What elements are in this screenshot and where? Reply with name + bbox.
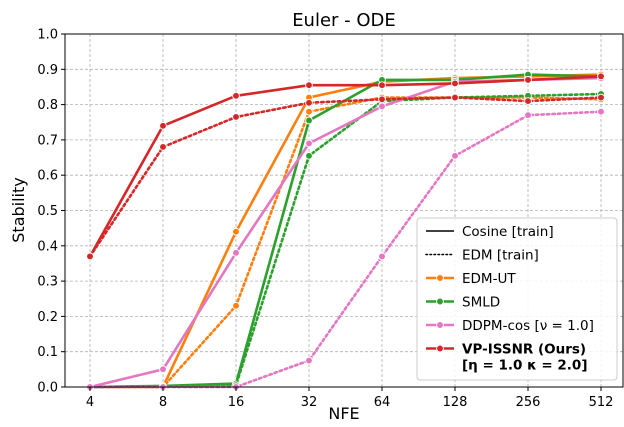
legend-marker xyxy=(436,274,444,282)
legend-label: SMLD xyxy=(462,295,500,311)
legend-label: EDM-UT xyxy=(462,271,516,287)
series-vp-issnr-edm xyxy=(86,93,605,261)
y-tick-label: 0.1 xyxy=(37,345,58,360)
data-point xyxy=(305,98,313,107)
data-point xyxy=(597,72,605,81)
data-point xyxy=(451,79,459,88)
legend-marker xyxy=(436,344,444,353)
data-point xyxy=(378,81,386,90)
data-point xyxy=(305,356,313,365)
legend-marker xyxy=(436,297,444,306)
x-tick-label: 128 xyxy=(443,395,468,410)
data-point xyxy=(232,91,240,100)
data-point xyxy=(232,113,240,121)
x-tick-label: 512 xyxy=(589,395,614,410)
legend-entry: DDPM-cos [ν = 1.0] xyxy=(426,318,594,334)
y-tick-label: 0.7 xyxy=(37,133,58,148)
y-tick-label: 0.3 xyxy=(37,275,58,290)
data-point xyxy=(159,121,167,130)
series-line xyxy=(88,75,602,258)
x-tick-label: 32 xyxy=(301,395,318,410)
data-point xyxy=(597,107,605,116)
y-axis-label: Stability xyxy=(9,177,28,242)
data-point xyxy=(232,227,240,236)
x-tick-label: 8 xyxy=(159,395,167,410)
y-tick-label: 0.5 xyxy=(37,204,58,219)
x-axis-ticks: 4 8 16 32 64 128 256 512 xyxy=(86,387,614,410)
legend-label: VP-ISSNR (Ours) xyxy=(462,342,586,358)
data-point xyxy=(378,102,386,111)
y-tick-label: 0.8 xyxy=(37,98,58,113)
data-point xyxy=(597,93,605,102)
legend-entry: VP-ISSNR (Ours)[η = 1.0 κ = 2.0] xyxy=(426,342,588,374)
data-point xyxy=(86,252,94,261)
legend-entry: EDM-UT xyxy=(426,271,516,287)
data-point xyxy=(378,95,386,104)
y-axis-ticks: 0.0 0.1 0.2 0.3 0.4 0.5 0.6 0.7 0.8 0.9 1.0 xyxy=(37,28,65,396)
data-point xyxy=(451,93,459,102)
data-point xyxy=(305,81,313,90)
data-point xyxy=(159,143,167,151)
data-point xyxy=(378,252,386,261)
y-tick-label: 0.6 xyxy=(37,169,58,184)
legend-box xyxy=(416,217,618,381)
x-tick-label: 4 xyxy=(86,395,94,410)
data-point xyxy=(524,111,532,120)
x-tick-label: 16 xyxy=(228,395,245,410)
legend-label: Cosine [train] xyxy=(462,224,554,240)
y-tick-label: 0.2 xyxy=(37,310,58,325)
data-point xyxy=(305,107,313,116)
data-point xyxy=(159,365,167,374)
data-point xyxy=(451,151,459,160)
x-tick-label: 64 xyxy=(374,395,391,410)
data-point xyxy=(305,116,313,125)
y-tick-label: 1.0 xyxy=(37,28,58,43)
legend-entry: SMLD xyxy=(426,295,500,311)
y-tick-label: 0.9 xyxy=(37,63,58,78)
series-line xyxy=(88,96,603,389)
legend: Cosine [train] EDM [train] EDM-UT SMLD DDPM-… xyxy=(416,217,618,381)
x-axis-label: NFE xyxy=(328,404,359,423)
chart-title: Euler - ODE xyxy=(292,10,396,31)
data-point xyxy=(305,151,313,160)
data-point xyxy=(232,301,240,310)
legend-label-line2: [η = 1.0 κ = 2.0] xyxy=(462,358,588,374)
legend-entry: Cosine [train] xyxy=(426,224,554,240)
data-point xyxy=(305,139,313,148)
data-point xyxy=(232,249,240,257)
series-line xyxy=(88,96,603,258)
legend-label: EDM [train] xyxy=(462,248,539,264)
y-tick-label: 0.4 xyxy=(37,239,58,254)
data-point xyxy=(524,97,532,105)
y-tick-label: 0.0 xyxy=(37,381,58,396)
legend-entry: EDM [train] xyxy=(425,248,539,264)
x-tick-label: 256 xyxy=(516,395,541,410)
data-point xyxy=(524,76,532,84)
legend-marker xyxy=(436,321,444,329)
legend-label: DDPM-cos [ν = 1.0] xyxy=(462,318,594,334)
